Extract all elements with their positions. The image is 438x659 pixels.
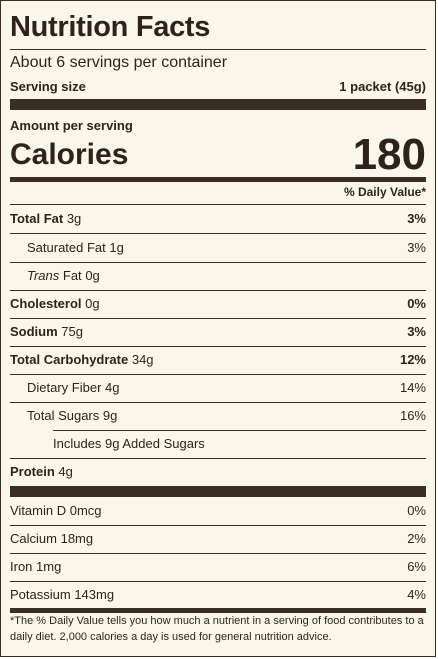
nutrient-name-suffix: Fat	[62, 268, 82, 283]
nutrient-name: Includes 9g Added Sugars	[53, 436, 205, 451]
divider	[10, 458, 426, 459]
nutrient-amount: 34g	[131, 352, 154, 367]
nutrient-name: Saturated Fat	[27, 240, 106, 255]
nutrient-row-cholesterol: Cholesterol 0g 0%	[10, 290, 426, 318]
divider	[10, 553, 426, 554]
divider	[10, 346, 426, 347]
nutrient-dv: 12%	[399, 352, 426, 367]
vitamin-name: Calcium	[10, 531, 57, 546]
vitamin-row-potassium: Potassium 143mg 4%	[10, 581, 426, 609]
vitamin-amount: 1mg	[36, 559, 62, 574]
medium-divider	[10, 608, 426, 613]
nutrient-amount: 4g	[58, 464, 73, 479]
vitamin-name: Iron	[10, 559, 33, 574]
nutrient-dv: 3%	[407, 211, 426, 226]
nutrient-amount: 0g	[85, 268, 100, 283]
medium-divider	[10, 177, 426, 182]
nutrient-amount: 75g	[61, 324, 83, 339]
nutrient-row-dietary-fiber: Dietary Fiber 4g 14%	[10, 374, 426, 402]
divider	[10, 402, 426, 403]
nutrient-amount: 3g	[66, 211, 82, 226]
nutrient-amount: 1g	[109, 240, 124, 255]
nutrient-name: Dietary Fiber	[27, 380, 102, 395]
label-title: Nutrition Facts	[10, 11, 211, 43]
nutrient-dv: 0%	[407, 296, 426, 311]
vitamin-name: Potassium	[10, 587, 71, 602]
divider	[10, 290, 426, 291]
nutrient-dv: 16%	[399, 408, 426, 423]
vitamin-row-iron: Iron 1mg 6%	[10, 553, 426, 581]
nutrient-name: Cholesterol	[10, 296, 82, 311]
nutrient-row-sodium: Sodium 75g 3%	[10, 318, 426, 346]
nutrient-row-trans-fat: Trans Fat 0g	[10, 262, 426, 290]
divider	[10, 525, 426, 526]
vitamin-dv: 6%	[407, 559, 426, 574]
thick-divider	[10, 99, 426, 110]
divider	[10, 233, 426, 234]
vitamin-amount: 143mg	[74, 587, 115, 602]
nutrient-row-total-carbohydrate: Total Carbohydrate 34g 12%	[10, 346, 426, 374]
calories-label: Calories	[10, 138, 129, 171]
thick-divider	[10, 486, 426, 497]
vitamin-dv: 2%	[407, 531, 426, 546]
nutrient-row-total-sugars: Total Sugars 9g 16%	[10, 402, 426, 430]
serving-size-value: 1 packet (45g)	[339, 79, 426, 94]
nutrient-name: Protein	[10, 464, 55, 479]
nutrient-name: Total Carbohydrate	[10, 352, 129, 367]
nutrient-name: Total Fat	[10, 211, 64, 226]
serving-size-label: Serving size	[10, 79, 86, 94]
divider	[10, 581, 426, 582]
divider	[10, 49, 426, 50]
nutrient-name: Sodium	[10, 324, 58, 339]
daily-value-header: % Daily Value*	[343, 185, 426, 199]
divider	[10, 262, 426, 263]
amount-per-serving: Amount per serving	[10, 118, 133, 133]
nutrient-dv: 3%	[407, 324, 426, 339]
nutrient-amount: 9g	[102, 408, 118, 423]
vitamin-dv: 4%	[407, 587, 426, 602]
nutrient-name: Trans	[27, 268, 60, 283]
nutrient-name: Total Sugars	[27, 408, 100, 423]
vitamin-dv: 0%	[407, 503, 426, 518]
daily-value-footnote: *The % Daily Value tells you how much a …	[10, 615, 424, 643]
vitamin-name: Vitamin D	[10, 503, 67, 518]
nutrient-row-protein: Protein 4g	[10, 458, 426, 486]
nutrient-dv: 3%	[407, 240, 426, 255]
vitamin-row-calcium: Calcium 18mg 2%	[10, 525, 426, 553]
vitamin-amount: 0mcg	[69, 503, 102, 518]
divider	[53, 430, 426, 431]
vitamin-row-vitamin-d: Vitamin D 0mcg 0%	[10, 497, 426, 525]
vitamin-amount: 18mg	[60, 531, 94, 546]
nutrient-row-added-sugars: Includes 9g Added Sugars	[10, 430, 426, 458]
nutrient-amount: 4g	[105, 380, 120, 395]
serving-size-row: Serving size 1 packet (45g)	[10, 77, 426, 97]
divider	[10, 204, 426, 205]
servings-per-container: About 6 servings per container	[10, 54, 228, 71]
nutrient-amount: 0g	[85, 296, 100, 311]
nutrient-dv: 14%	[399, 380, 426, 395]
calories-value: 180	[352, 130, 426, 179]
nutrient-row-saturated-fat: Saturated Fat 1g 3%	[10, 234, 426, 262]
divider	[10, 318, 426, 319]
nutrient-row-total-fat: Total Fat 3g 3%	[10, 205, 426, 233]
divider	[10, 374, 426, 375]
